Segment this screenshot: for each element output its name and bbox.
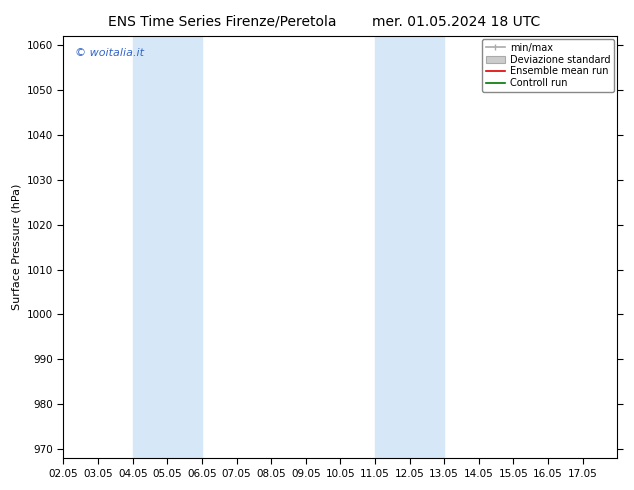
Text: © woitalia.it: © woitalia.it — [75, 49, 143, 58]
Bar — [133, 36, 202, 458]
Y-axis label: Surface Pressure (hPa): Surface Pressure (hPa) — [11, 184, 22, 310]
Text: ENS Time Series Firenze/Peretola: ENS Time Series Firenze/Peretola — [108, 15, 336, 29]
Legend: min/max, Deviazione standard, Ensemble mean run, Controll run: min/max, Deviazione standard, Ensemble m… — [482, 39, 614, 92]
Text: mer. 01.05.2024 18 UTC: mer. 01.05.2024 18 UTC — [372, 15, 541, 29]
Bar — [375, 36, 444, 458]
